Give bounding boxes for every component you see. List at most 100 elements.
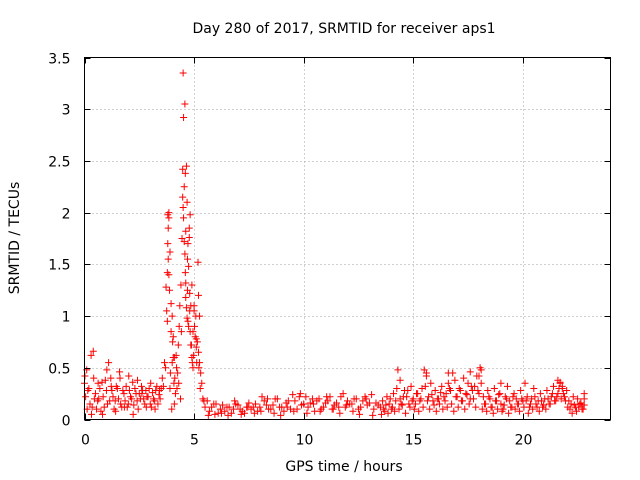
data-point [529,405,537,413]
data-point [306,399,314,407]
data-point [150,395,158,403]
data-point [480,400,488,408]
data-point [250,409,258,417]
data-point [487,403,495,411]
data-point [181,269,189,277]
data-point [405,400,413,408]
data-point [257,407,265,415]
data-point [145,384,153,392]
data-point [302,393,310,401]
y-tick-label: 3 [62,103,71,119]
data-point [162,364,170,372]
data-point [445,384,453,392]
data-point [475,372,483,380]
data-point [276,403,284,411]
data-point [184,286,192,294]
y-tick-label: 1 [62,310,71,326]
data-point [442,390,450,398]
data-point [579,405,587,413]
data-point [460,374,468,382]
data-point [256,403,264,411]
data-point [398,401,406,409]
data-point [384,409,392,417]
data-point [437,389,445,397]
data-point [304,403,312,411]
data-point [333,399,341,407]
data-point [430,401,438,409]
data-point [316,407,324,415]
data-point [402,409,410,417]
data-point [530,384,538,392]
data-point [192,343,200,351]
data-point [109,393,117,401]
data-point [427,379,435,387]
data-point [189,364,197,372]
data-point [543,387,551,395]
data-point [153,382,161,390]
data-point [537,397,545,405]
data-point [410,405,418,413]
data-point [108,387,116,395]
data-point [536,390,544,398]
data-point [182,304,190,312]
x-axis-label: GPS time / hours [285,459,402,475]
data-point [354,405,362,413]
data-point [191,322,199,330]
data-point [524,409,532,417]
data-point [411,400,419,408]
data-point [264,395,272,403]
data-point [291,397,299,405]
y-tick-label: 2.5 [48,155,70,171]
data-point [390,390,398,398]
data-point [267,405,275,413]
data-point [170,353,178,361]
data-point [448,400,456,408]
data-point [258,393,266,401]
data-point [417,395,425,403]
data-point [139,387,147,395]
data-point [372,399,380,407]
data-point [174,369,182,377]
data-point [141,400,149,408]
data-point [168,359,176,367]
y-tick-label: 0.5 [48,362,70,378]
data-point [142,403,150,411]
data-point [236,405,244,413]
data-point [495,391,503,399]
data-point [262,401,270,409]
data-point [180,183,188,191]
y-tick-label: 3.5 [48,52,70,68]
data-point [562,397,570,405]
data-point [169,338,177,346]
data-point [188,353,196,361]
data-point [130,401,138,409]
data-point [194,258,202,266]
data-point [151,405,159,413]
data-point [362,395,370,403]
data-point [323,393,331,401]
data-point [196,359,204,367]
data-point [190,302,198,310]
data-point [179,203,187,211]
data-point [531,393,539,401]
x-tick-label: 0 [81,433,90,449]
data-point [116,374,124,382]
data-point [223,403,231,411]
data-point [472,403,480,411]
axis-ticks: 0 5 10 15 20 0 0.5 1 1.5 2 2.5 3 3.5 [48,52,611,449]
data-point [163,317,171,325]
data-point [89,347,97,355]
data-point [456,387,464,395]
data-point [432,407,440,415]
data-point [181,250,189,258]
data-point [580,401,588,409]
data-point [517,387,525,395]
data-point [441,397,449,405]
data-point [478,405,486,413]
data-point [87,351,95,359]
data-point [196,312,204,320]
data-point [386,395,394,403]
data-point [105,359,113,367]
data-point [462,390,470,398]
data-point [563,387,571,395]
